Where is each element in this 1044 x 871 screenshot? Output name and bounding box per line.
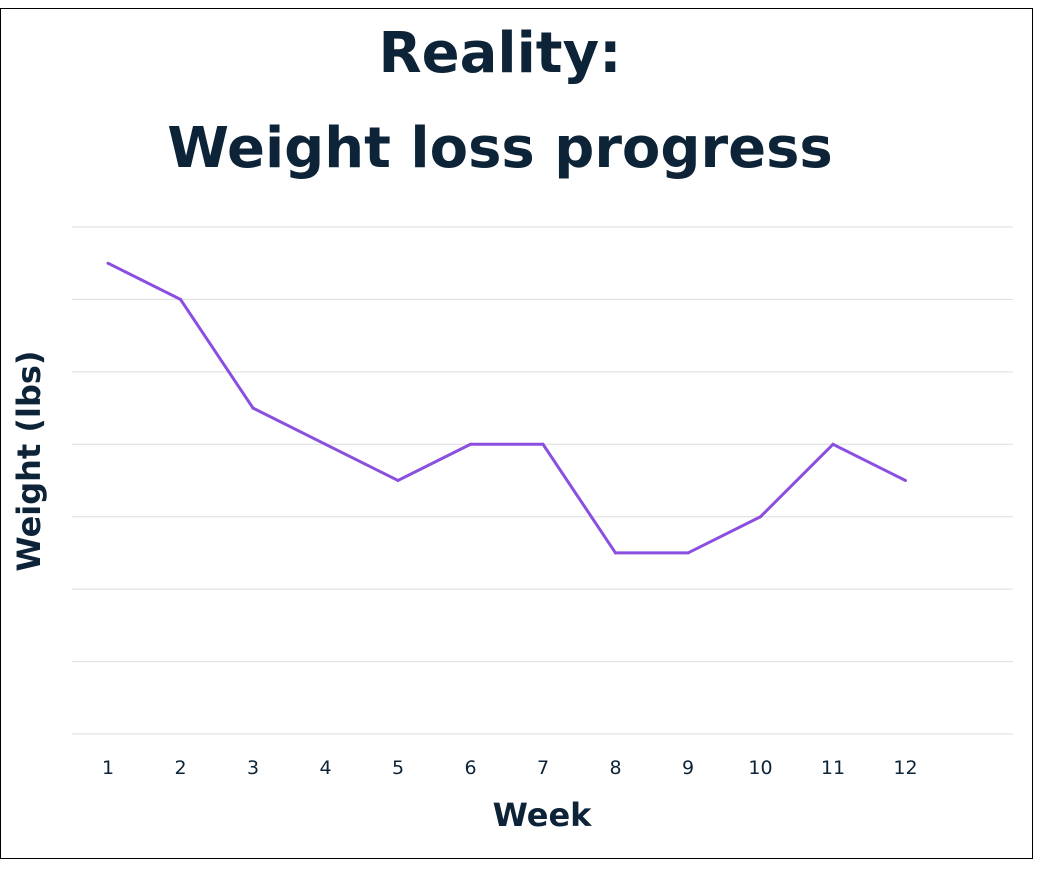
data-point <box>831 442 835 446</box>
gridlines <box>72 226 1013 735</box>
series-line-0 <box>107 261 907 555</box>
x-tick-label: 11 <box>821 757 845 779</box>
x-tick-label: 3 <box>247 757 259 779</box>
x-tick-label: 1 <box>102 757 114 779</box>
series-lines <box>106 261 907 555</box>
x-tick-label: 9 <box>682 757 694 779</box>
x-tick-label: 6 <box>464 757 476 779</box>
x-tick-label: 10 <box>748 757 772 779</box>
x-tick-label: 8 <box>609 757 621 779</box>
data-point <box>251 406 255 410</box>
chart-title: Reality: <box>378 21 622 86</box>
data-point <box>904 479 907 482</box>
chart-frame <box>0 8 1033 859</box>
data-point <box>759 515 762 519</box>
data-point <box>396 479 400 482</box>
x-tick-label: 12 <box>893 757 917 779</box>
x-tick-label: 2 <box>174 757 186 779</box>
data-point <box>179 297 182 301</box>
data-point <box>469 442 472 446</box>
x-tick-label: 4 <box>319 757 331 779</box>
chart-subtitle: Weight loss progress <box>167 116 833 181</box>
x-axis-title: Week <box>493 796 593 834</box>
data-point <box>541 442 545 446</box>
data-point <box>106 261 110 265</box>
data-point <box>686 551 690 555</box>
y-axis-title: Weight (lbs) <box>10 350 48 571</box>
x-tick-label: 5 <box>392 757 404 779</box>
data-point <box>614 551 617 555</box>
x-tick-label: 7 <box>537 757 549 779</box>
x-tick-labels: 1 2 3 4 5 6 7 8 9 10 11 12 <box>102 757 918 779</box>
data-point <box>324 442 327 446</box>
